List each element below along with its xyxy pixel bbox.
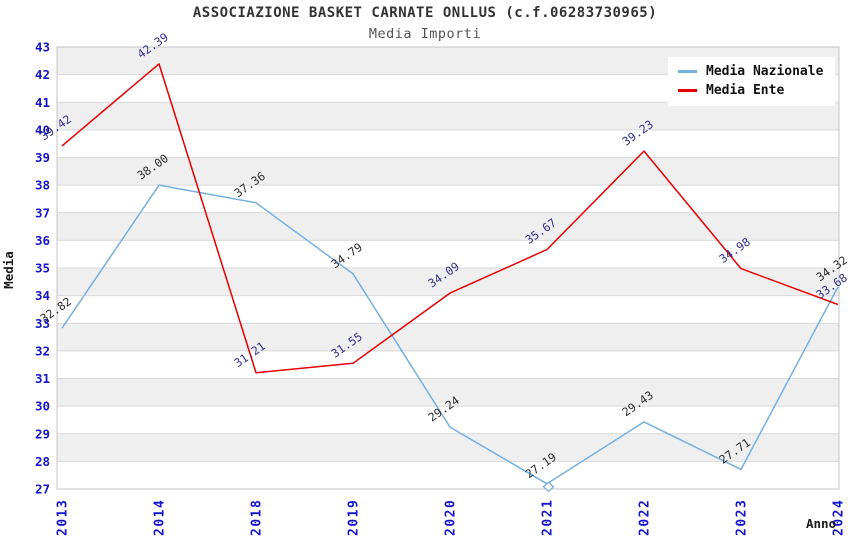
legend-swatch-nazionale-icon [678,70,697,73]
svg-text:32: 32 [35,343,50,358]
svg-text:2021: 2021 [541,499,556,536]
svg-text:31: 31 [35,371,50,386]
svg-text:2014: 2014 [153,499,168,536]
svg-text:39: 39 [35,150,50,165]
svg-text:2024: 2024 [832,499,847,536]
svg-text:2018: 2018 [250,499,265,536]
svg-text:2013: 2013 [56,499,71,536]
svg-text:40: 40 [35,122,50,137]
svg-text:29: 29 [35,426,50,441]
svg-text:42: 42 [35,67,50,82]
legend-label-nazionale: Media Nazionale [706,64,824,79]
svg-text:28: 28 [35,454,50,469]
svg-text:35: 35 [35,261,50,276]
highlight-diamond-marker [542,481,555,493]
svg-text:2020: 2020 [444,499,459,536]
chart-subtitle: Media Importi [368,26,482,42]
legend-label-ente: Media Ente [706,83,785,98]
x-axis-label: Anno [806,516,837,531]
legend: Media Nazionale Media Ente [668,57,836,106]
svg-text:30: 30 [35,399,50,414]
svg-text:38: 38 [35,178,50,193]
svg-text:41: 41 [35,95,50,110]
legend-item-media-nazionale[interactable]: Media Nazionale [678,62,823,81]
svg-text:34: 34 [35,288,50,303]
svg-text:2023: 2023 [735,499,750,536]
svg-text:43: 43 [35,40,50,55]
svg-text:36: 36 [35,233,50,248]
chart-title: ASSOCIAZIONE BASKET CARNATE ONLLUS (c.f.… [192,5,658,21]
svg-text:33: 33 [35,316,50,331]
legend-swatch-ente-icon [678,89,697,92]
legend-item-media-ente[interactable]: Media Ente [678,81,823,100]
y-axis-label: Media [1,251,16,289]
svg-text:2022: 2022 [638,499,653,536]
svg-text:2019: 2019 [347,499,362,536]
svg-text:37: 37 [35,205,50,220]
svg-text:27: 27 [35,482,50,497]
